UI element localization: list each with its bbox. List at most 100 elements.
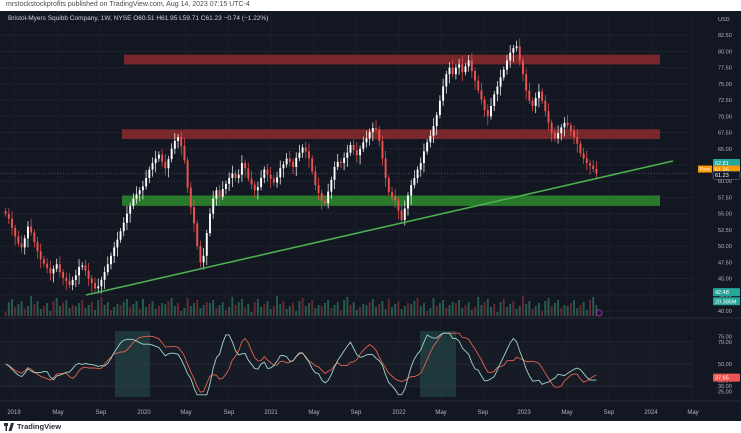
candle-body bbox=[71, 279, 74, 286]
candle-body bbox=[375, 128, 378, 130]
volume-bar bbox=[493, 304, 496, 316]
candle-body bbox=[39, 251, 42, 260]
price-zone[interactable] bbox=[122, 129, 660, 140]
event-marker-icon[interactable] bbox=[595, 309, 603, 317]
price-axis[interactable]: 82.50 80.00 77.50 75.00 72.50 70.00 67.50 65.00… bbox=[698, 17, 741, 396]
candle-body bbox=[119, 231, 122, 240]
volume-bar bbox=[359, 307, 362, 316]
candle-body bbox=[81, 265, 84, 267]
candle-body bbox=[145, 177, 148, 187]
volume-bar bbox=[422, 303, 425, 316]
candle-body bbox=[68, 281, 71, 286]
candle-body bbox=[534, 98, 537, 106]
candle-body bbox=[448, 67, 451, 75]
candle-body bbox=[189, 187, 192, 208]
candle-body bbox=[352, 144, 355, 151]
candle-body bbox=[292, 161, 294, 167]
volume-bar bbox=[81, 300, 84, 316]
volume-bar bbox=[145, 307, 148, 316]
volume-bar bbox=[103, 305, 106, 316]
candle-body bbox=[52, 268, 55, 274]
candle-body bbox=[563, 122, 566, 128]
candle-body bbox=[544, 100, 547, 112]
volume-bar bbox=[410, 304, 413, 316]
volume-bar bbox=[509, 304, 512, 316]
volume-bar bbox=[266, 301, 269, 316]
candle-body bbox=[304, 147, 307, 152]
candle-body bbox=[113, 247, 116, 256]
candle-body bbox=[528, 90, 531, 101]
candle-body bbox=[221, 189, 224, 197]
oscillator-tick-label: 75.00 bbox=[718, 335, 732, 341]
candle-body bbox=[196, 223, 199, 247]
candle-body bbox=[435, 115, 438, 127]
candle-body bbox=[525, 74, 528, 91]
oscillator-pane bbox=[0, 331, 692, 397]
time-tick-label: May bbox=[561, 410, 572, 416]
volume-bar bbox=[30, 296, 33, 316]
trendline[interactable] bbox=[85, 160, 674, 296]
volume-bar bbox=[490, 307, 492, 316]
candle-body bbox=[314, 171, 317, 186]
volume-bar bbox=[39, 309, 42, 316]
candle-body bbox=[592, 165, 595, 169]
candle-body bbox=[333, 166, 336, 180]
price-zone[interactable] bbox=[124, 54, 660, 65]
volume-bar bbox=[464, 305, 467, 316]
volume-bar bbox=[339, 310, 342, 316]
volume-bar bbox=[110, 310, 112, 316]
volume-bar bbox=[378, 304, 381, 316]
volume-bar bbox=[240, 299, 243, 316]
volume-bar bbox=[183, 308, 186, 316]
time-tick-label: 2023 bbox=[517, 410, 531, 416]
candle-body bbox=[65, 277, 68, 282]
price-tick-label: 70.00 bbox=[718, 114, 732, 120]
volume-bar bbox=[368, 302, 371, 316]
candle-body bbox=[202, 255, 205, 263]
volume-bar bbox=[474, 307, 477, 316]
volume-bar bbox=[528, 301, 531, 316]
candle-body bbox=[20, 243, 23, 248]
volume-bar bbox=[199, 308, 202, 316]
price-zone[interactable] bbox=[122, 195, 660, 206]
volume-bar bbox=[435, 306, 438, 316]
volume-bar bbox=[205, 302, 208, 316]
volume-bar bbox=[253, 302, 256, 316]
candle-body bbox=[42, 259, 45, 264]
chart-panel[interactable]: 2019 May Sep 2020 May Sep 2021 May Sep 2022 May Sep… bbox=[0, 11, 741, 421]
oscillator-tick-label: 70.00 bbox=[718, 340, 732, 346]
publish-info: mrstockstockprofits published on Trading… bbox=[6, 1, 250, 8]
candle-body bbox=[560, 127, 563, 134]
volume-bar bbox=[470, 310, 473, 316]
candle-body bbox=[566, 122, 569, 126]
volume-bar bbox=[215, 308, 218, 316]
price-tick-label: 67.50 bbox=[718, 131, 732, 137]
candle-body bbox=[400, 210, 403, 221]
volume-bar bbox=[36, 301, 39, 316]
candle-body bbox=[78, 266, 81, 276]
volume-bars bbox=[4, 296, 598, 316]
volume-bar bbox=[343, 300, 346, 316]
volume-bar bbox=[391, 307, 393, 316]
time-tick-label: May bbox=[435, 410, 446, 416]
volume-bar bbox=[285, 309, 288, 316]
support-trendline[interactable] bbox=[85, 160, 674, 296]
volume-bar bbox=[445, 308, 448, 316]
chart-canvas[interactable]: 2019 May Sep 2020 May Sep 2021 May Sep 2022 May Sep… bbox=[0, 11, 741, 421]
volume-bar bbox=[387, 299, 390, 316]
price-tick-label: 57.50 bbox=[718, 195, 732, 201]
volume-bar bbox=[362, 304, 365, 316]
candle-body bbox=[247, 168, 250, 179]
candle-body bbox=[416, 169, 419, 178]
candle-body bbox=[362, 142, 365, 149]
price-tick-label: 52.50 bbox=[718, 228, 732, 234]
candle-body bbox=[355, 150, 358, 156]
candle-body bbox=[180, 137, 183, 147]
candle-body bbox=[496, 86, 499, 95]
time-tick-label: 2019 bbox=[7, 410, 21, 416]
volume-bar bbox=[132, 304, 135, 316]
volume-bar bbox=[272, 306, 275, 316]
badge-high bbox=[713, 158, 740, 167]
candle-body bbox=[579, 143, 582, 154]
tradingview-logo-icon bbox=[4, 423, 14, 431]
